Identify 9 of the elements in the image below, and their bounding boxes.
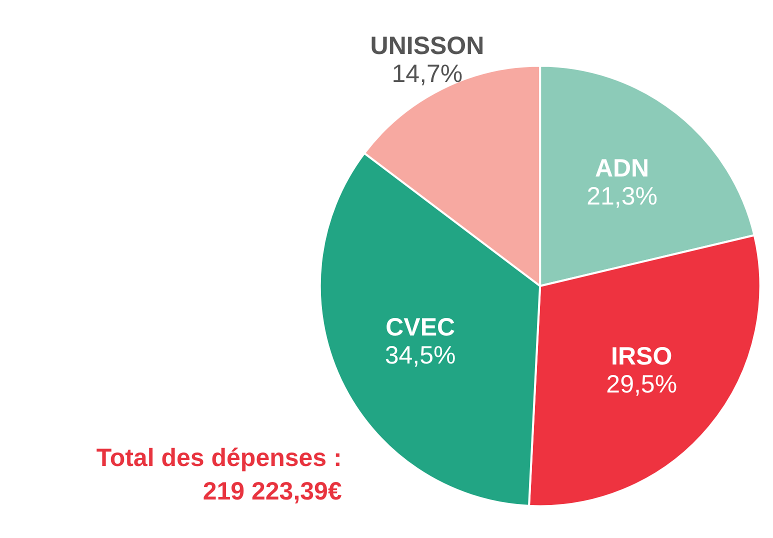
slice-label: CVEC xyxy=(386,314,456,342)
slice-label: UNISSON xyxy=(370,32,484,60)
slice-label: ADN xyxy=(594,154,650,183)
data-label: 21,3% xyxy=(586,182,658,211)
data-label: 14,7% xyxy=(392,60,463,88)
data-label: 34,5% xyxy=(384,342,456,370)
data-label: 29,5% xyxy=(606,370,678,398)
slice-label: IRSO xyxy=(611,342,672,370)
text: Total des dépenses : 219 223,39€ xyxy=(96,444,342,506)
